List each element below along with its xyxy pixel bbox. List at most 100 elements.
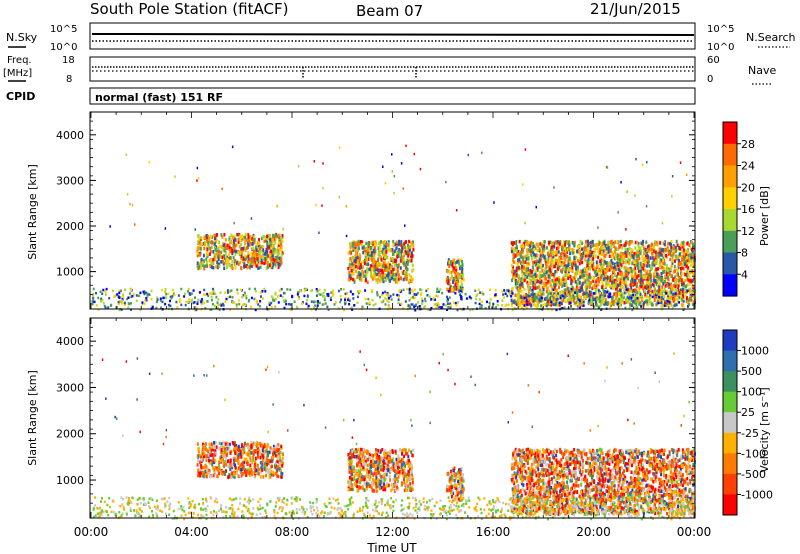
echo-cell xyxy=(228,243,231,248)
echo-cell xyxy=(406,287,409,291)
echo-cell xyxy=(197,470,200,474)
echo-cell xyxy=(670,248,673,253)
echo-cell xyxy=(613,281,616,285)
echo-cell xyxy=(659,264,661,269)
echo-cell xyxy=(643,260,646,264)
echo-cell xyxy=(496,300,499,303)
echo-cell xyxy=(534,278,537,282)
echo-cell xyxy=(358,257,361,261)
echo-cell xyxy=(633,301,636,305)
echo-cell xyxy=(604,279,607,283)
echo-cell xyxy=(570,281,573,285)
echo-cell xyxy=(210,259,212,263)
echo-cell xyxy=(173,293,176,297)
echo-cell xyxy=(127,296,130,299)
echo-cell xyxy=(118,308,121,312)
echo-cell xyxy=(671,257,674,261)
echo-cell xyxy=(474,289,477,292)
echo-cell xyxy=(585,271,588,275)
echo-cell xyxy=(674,292,677,295)
echo-cell xyxy=(638,278,640,283)
echo-cell xyxy=(575,284,578,289)
echo-cell xyxy=(585,293,588,297)
echo-cell xyxy=(244,248,247,253)
echo-cell xyxy=(102,288,105,292)
echo-cell xyxy=(614,240,617,244)
echo-cell xyxy=(167,292,170,295)
echo-cell xyxy=(604,301,607,306)
echo-cell xyxy=(259,246,262,251)
echo-cell xyxy=(213,236,216,241)
echo-cell xyxy=(611,299,614,303)
speckle xyxy=(297,164,300,168)
echo-cell xyxy=(681,289,684,294)
echo-cell xyxy=(361,246,364,250)
echo-cell xyxy=(369,256,372,261)
echo-cell xyxy=(601,263,604,267)
echo-cell xyxy=(672,278,675,282)
echo-cell xyxy=(376,272,378,277)
echo-cell xyxy=(589,251,591,255)
echo-cell xyxy=(221,255,224,259)
echo-cell xyxy=(371,299,374,302)
echo-cell xyxy=(104,293,107,296)
echo-cell xyxy=(447,281,449,285)
echo-cell xyxy=(118,296,121,299)
echo-cell xyxy=(376,262,379,266)
echo-cell xyxy=(689,240,692,244)
echo-cell xyxy=(272,255,275,260)
echo-cell xyxy=(559,282,562,286)
echo-cell xyxy=(614,284,617,288)
echo-cell xyxy=(595,284,598,288)
echo-cell xyxy=(648,298,651,303)
echo-cell xyxy=(366,302,369,306)
echo-cell xyxy=(435,294,438,298)
echo-cell xyxy=(261,444,264,449)
echo-cell xyxy=(616,261,619,266)
echo-cell xyxy=(287,302,290,306)
echo-cell xyxy=(640,303,643,306)
echo-cell xyxy=(429,308,432,312)
echo-cell xyxy=(561,284,564,288)
echo-cell xyxy=(599,259,602,263)
echo-cell xyxy=(220,250,223,255)
echo-cell xyxy=(251,260,254,264)
echo-cell xyxy=(217,303,220,307)
echo-cell xyxy=(454,270,457,275)
echo-cell xyxy=(412,240,414,244)
echo-cell xyxy=(352,297,355,300)
echo-cell xyxy=(460,283,463,287)
echo-cell xyxy=(259,467,262,472)
echo-cell xyxy=(365,257,368,262)
echo-cell xyxy=(210,453,213,458)
echo-cell xyxy=(588,275,591,280)
echo-cell xyxy=(602,295,605,299)
echo-cell xyxy=(546,252,549,257)
echo-cell xyxy=(576,249,579,254)
echo-cell xyxy=(421,297,423,301)
echo-cell xyxy=(238,464,241,468)
echo-cell xyxy=(584,284,587,289)
echo-cell xyxy=(681,292,684,297)
echo-cell xyxy=(323,288,326,292)
echo-cell xyxy=(586,263,589,268)
echo-cell xyxy=(360,265,363,269)
echo-cell xyxy=(641,263,644,267)
echo-cell xyxy=(617,260,620,264)
echo-cell xyxy=(596,265,599,269)
echo-cell xyxy=(670,304,673,307)
echo-cell xyxy=(270,301,273,305)
echo-cell xyxy=(684,292,687,297)
speckle xyxy=(413,152,415,156)
echo-cell xyxy=(677,284,680,288)
echo-cell xyxy=(353,280,356,284)
echo-cell xyxy=(581,260,584,265)
echo-cell xyxy=(224,255,227,259)
echo-cell xyxy=(522,300,524,304)
echo-cell xyxy=(193,306,196,309)
echo-cell xyxy=(551,294,554,298)
echo-cell xyxy=(604,261,607,265)
echo-cell xyxy=(122,293,124,296)
echo-cell xyxy=(202,261,205,266)
echo-cell xyxy=(516,253,519,257)
